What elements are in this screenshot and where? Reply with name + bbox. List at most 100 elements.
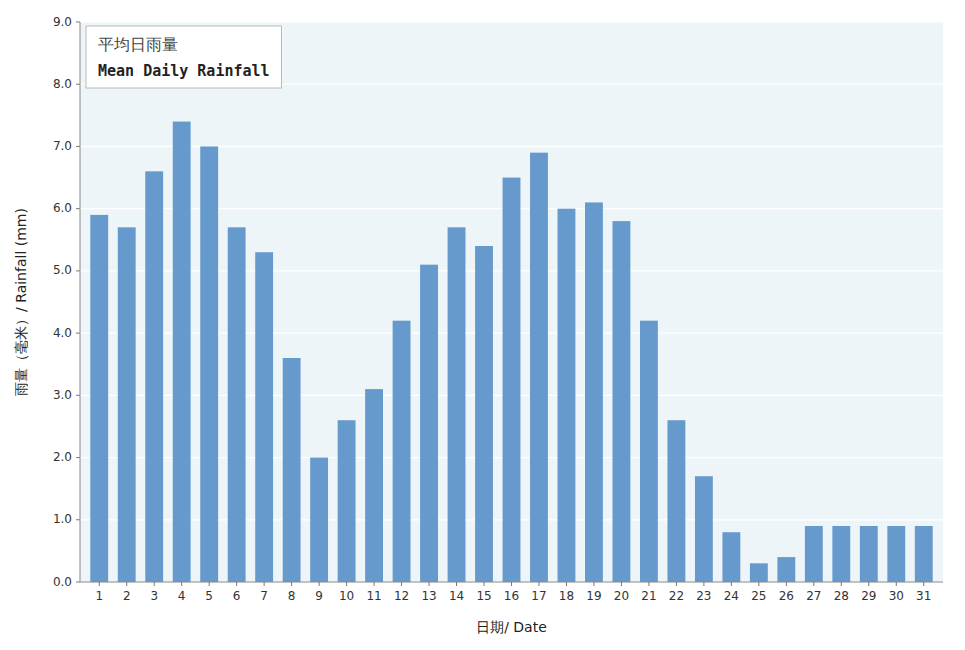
y-tick-label: 2.0 [53, 450, 72, 464]
bar [860, 526, 878, 582]
x-tick-label: 4 [178, 589, 186, 603]
annotation: 平均日雨量 [98, 35, 178, 54]
y-tick-label: 7.0 [53, 139, 72, 153]
x-tick [566, 582, 567, 586]
x-tick-label: 31 [916, 589, 931, 603]
bar [915, 526, 933, 582]
x-tick-label: 1 [95, 589, 103, 603]
y-tick [76, 22, 80, 23]
x-tick [291, 582, 292, 586]
x-tick [786, 582, 787, 586]
grid-line [80, 21, 943, 22]
x-tick [538, 582, 539, 586]
x-tick-label: 27 [806, 589, 821, 603]
y-tick-label: 6.0 [53, 201, 72, 215]
x-tick-label: 21 [641, 589, 656, 603]
bar [695, 476, 713, 582]
y-tick-label: 3.0 [53, 388, 72, 402]
y-axis: 0.01.02.03.04.05.06.07.08.09.0 [53, 15, 80, 589]
x-tick [896, 582, 897, 586]
annotation-box: 平均日雨量Mean Daily Rainfall [86, 26, 282, 88]
x-tick [703, 582, 704, 586]
x-tick [484, 582, 485, 586]
bar [722, 532, 740, 582]
y-tick [76, 208, 80, 209]
bar [90, 215, 108, 582]
x-tick-label: 5 [205, 589, 213, 603]
x-tick [209, 582, 210, 586]
x-tick-label: 16 [504, 589, 519, 603]
bar [448, 227, 466, 582]
bar [228, 227, 246, 582]
x-tick-label: 2 [123, 589, 131, 603]
x-tick [923, 582, 924, 586]
x-tick-label: 20 [614, 589, 629, 603]
x-tick-label: 13 [421, 589, 436, 603]
y-axis-line [80, 22, 81, 582]
bar [558, 209, 576, 582]
x-tick [868, 582, 869, 586]
x-tick [374, 582, 375, 586]
x-tick [401, 582, 402, 586]
y-tick [76, 333, 80, 334]
bar [338, 420, 356, 582]
bar [640, 321, 658, 582]
bar [503, 178, 521, 582]
bar [173, 122, 191, 582]
y-tick [76, 582, 80, 583]
x-tick [126, 582, 127, 586]
y-axis-label: 雨量（毫米）/ Rainfall (mm) [13, 208, 29, 396]
x-tick-label: 22 [669, 589, 684, 603]
x-tick-label: 8 [288, 589, 296, 603]
x-tick-label: 6 [233, 589, 241, 603]
x-tick [181, 582, 182, 586]
x-tick-label: 28 [834, 589, 849, 603]
plot-background [80, 22, 943, 582]
x-tick-label: 12 [394, 589, 409, 603]
x-tick [731, 582, 732, 586]
x-tick [154, 582, 155, 586]
y-tick [76, 395, 80, 396]
bar [832, 526, 850, 582]
bar [255, 252, 273, 582]
x-tick-label: 9 [315, 589, 323, 603]
x-tick [593, 582, 594, 586]
bar [667, 420, 685, 582]
bar [887, 526, 905, 582]
bar [750, 563, 768, 582]
bar [365, 389, 383, 582]
bar [200, 146, 218, 582]
y-tick-label: 5.0 [53, 263, 72, 277]
bar [118, 227, 136, 582]
x-tick-label: 17 [531, 589, 546, 603]
x-tick [456, 582, 457, 586]
x-tick [429, 582, 430, 586]
x-tick-label: 11 [366, 589, 381, 603]
x-tick-label: 25 [751, 589, 766, 603]
x-axis-label: 日期/ Date [476, 619, 547, 635]
bar [420, 265, 438, 582]
bar [530, 153, 548, 582]
x-axis: 1234567891011121314151617181920212223242… [80, 582, 943, 603]
x-tick [264, 582, 265, 586]
x-tick [346, 582, 347, 586]
x-tick-label: 3 [150, 589, 158, 603]
x-tick [621, 582, 622, 586]
x-tick-label: 19 [586, 589, 601, 603]
chart: 0.01.02.03.04.05.06.07.08.09.01234567891… [0, 0, 965, 650]
x-tick [319, 582, 320, 586]
x-tick-label: 15 [476, 589, 491, 603]
bar [283, 358, 301, 582]
y-tick-label: 8.0 [53, 77, 72, 91]
annotation-frame [86, 26, 282, 88]
bars [90, 122, 932, 582]
bar [393, 321, 411, 582]
x-tick [676, 582, 677, 586]
x-tick-label: 23 [696, 589, 711, 603]
x-tick [648, 582, 649, 586]
y-tick [76, 270, 80, 271]
bar [310, 458, 328, 582]
y-tick [76, 84, 80, 85]
x-tick [841, 582, 842, 586]
y-tick [76, 519, 80, 520]
